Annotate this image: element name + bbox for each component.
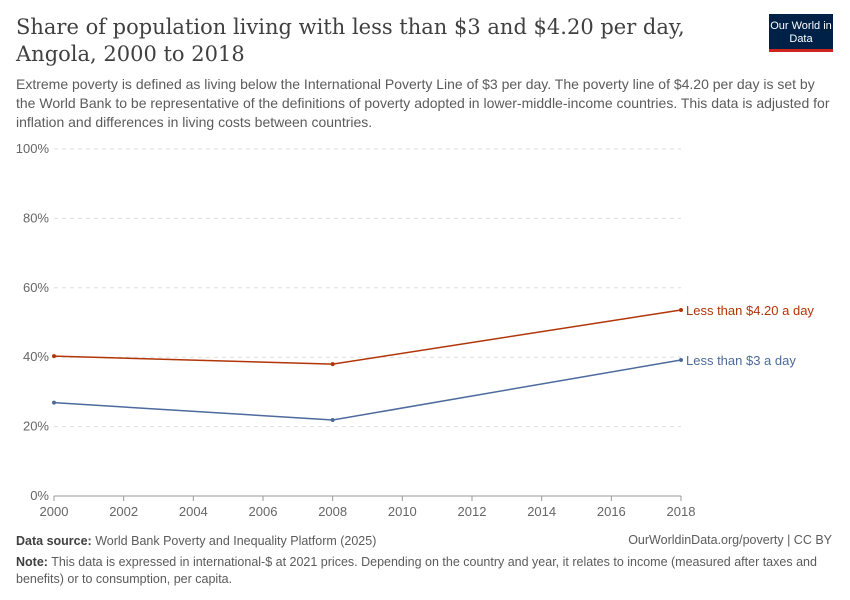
x-tick-label: 2018 — [667, 504, 696, 519]
data-point — [52, 400, 56, 405]
license-link[interactable]: OurWorldinData.org/poverty | CC BY — [628, 533, 832, 547]
y-tick-label: 20% — [23, 419, 49, 434]
note-label: Note: — [16, 555, 48, 569]
x-tick-label: 2006 — [249, 504, 278, 519]
data-point — [330, 362, 335, 367]
source-text[interactable]: World Bank Poverty and Inequality Platfo… — [95, 534, 377, 548]
chart-title: Share of population living with less tha… — [16, 15, 685, 66]
note: Note: This data is expressed in internat… — [16, 554, 826, 588]
y-tick-label: 40% — [23, 349, 49, 364]
data-point — [679, 308, 683, 313]
y-tick-label: 60% — [23, 280, 49, 295]
line-chart: 0% 20% 40% 60% 80% 100% 2000 2002 2004 2006 2008 20… — [16, 141, 815, 519]
data-point — [52, 354, 56, 359]
series-line — [53, 309, 682, 365]
data-source: Data source: World Bank Poverty and Ineq… — [16, 533, 376, 550]
owid-logo[interactable]: Our World in Data — [769, 14, 833, 52]
data-point — [330, 418, 335, 423]
y-tick-label: 80% — [23, 210, 49, 225]
x-tick-label: 2014 — [527, 504, 556, 519]
x-tick-label: 2008 — [318, 504, 347, 519]
series-label: Less than $4.20 a day — [686, 303, 814, 318]
y-tick-label: 100% — [16, 141, 50, 156]
x-tick-label: 2012 — [458, 504, 487, 519]
chart-subtitle: Extreme poverty is defined as living bel… — [16, 76, 830, 130]
x-tick-label: 2004 — [179, 504, 208, 519]
series-line — [53, 359, 682, 421]
source-label: Data source: — [16, 534, 92, 548]
y-tick-label: 0% — [30, 488, 49, 503]
data-point — [679, 357, 683, 362]
x-tick-label: 2010 — [388, 504, 417, 519]
x-tick-label: 2016 — [597, 504, 626, 519]
series-label: Less than $3 a day — [686, 353, 796, 368]
x-tick-label: 2002 — [109, 504, 138, 519]
x-tick-label: 2000 — [40, 504, 69, 519]
note-text: This data is expressed in international-… — [16, 555, 817, 586]
